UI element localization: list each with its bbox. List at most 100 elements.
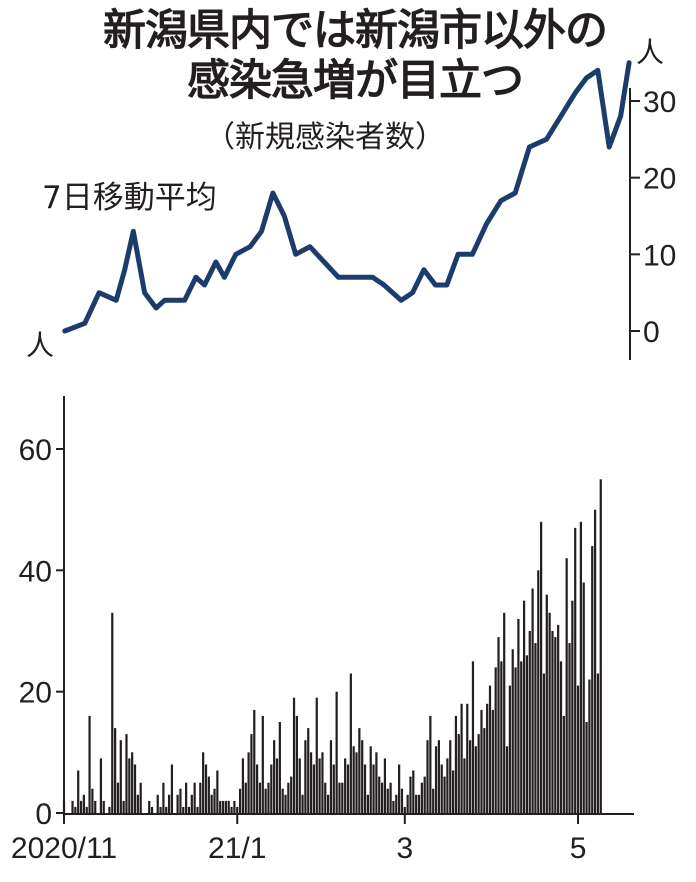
daily-bar [275, 758, 279, 813]
daily-bar [576, 685, 580, 813]
daily-bar [579, 521, 582, 813]
daily-bar [278, 722, 281, 813]
daily-bar [292, 697, 296, 813]
daily-bar [74, 806, 77, 813]
daily-bar [71, 800, 74, 813]
daily-bar [167, 794, 171, 813]
daily-bar [250, 734, 253, 813]
daily-bar [409, 776, 412, 813]
daily-bar [119, 740, 122, 813]
top-y-tick-label: 30 [643, 86, 676, 119]
daily-bar [426, 740, 429, 813]
top-y-tick-label: 10 [643, 239, 676, 272]
daily-bar [224, 800, 227, 813]
daily-bar [102, 800, 105, 813]
daily-bar [321, 752, 324, 813]
daily-bar [412, 770, 415, 813]
daily-bar [338, 782, 341, 813]
daily-bar [241, 758, 245, 813]
daily-bar [480, 709, 483, 813]
daily-bar [406, 794, 409, 813]
daily-bar [94, 800, 97, 813]
daily-bar [554, 637, 557, 813]
daily-bar [491, 709, 494, 813]
daily-bar [505, 746, 509, 813]
daily-bar [565, 558, 568, 813]
daily-bar [179, 788, 182, 813]
daily-bar [230, 806, 233, 813]
daily-bar [236, 806, 239, 813]
daily-bar [82, 794, 85, 813]
daily-bar [483, 728, 486, 813]
daily-bar [88, 715, 91, 813]
daily-bar [434, 746, 438, 813]
daily-bar [469, 740, 472, 813]
daily-bar [139, 782, 142, 813]
daily-bar [207, 776, 210, 813]
daily-bar [545, 594, 548, 813]
daily-bar [474, 746, 477, 813]
daily-bar [355, 752, 358, 813]
daily-bar [150, 806, 154, 813]
daily-bar [398, 764, 401, 813]
daily-bar [599, 479, 602, 813]
daily-bar [432, 788, 435, 813]
daily-bar [596, 673, 600, 813]
daily-bar [108, 806, 111, 813]
daily-bar [395, 794, 398, 813]
daily-bar [238, 788, 242, 813]
daily-bar [463, 758, 466, 813]
daily-bar [534, 643, 537, 813]
daily-bar [287, 782, 290, 813]
daily-bar [298, 758, 301, 813]
daily-bar [216, 770, 219, 813]
daily-bar [256, 764, 259, 813]
daily-bar [270, 764, 273, 813]
daily-bar [460, 703, 463, 813]
daily-bar [380, 782, 384, 813]
daily-bar [420, 782, 423, 813]
daily-bar [457, 734, 460, 813]
daily-bar [304, 740, 307, 813]
bottom-x-tick-label: 21/1 [208, 832, 266, 865]
daily-bar [593, 509, 597, 813]
daily-bar [415, 794, 418, 813]
daily-bar [378, 776, 381, 813]
daily-bar [372, 764, 375, 813]
moving-average-label: 7日移動平均 [42, 180, 217, 216]
daily-bar [494, 667, 497, 813]
daily-bar [477, 734, 480, 813]
daily-bar [327, 794, 330, 813]
daily-bar [344, 758, 347, 813]
daily-bar [466, 703, 469, 813]
daily-bar [548, 612, 551, 813]
daily-bar [486, 703, 489, 813]
daily-bar [128, 758, 131, 813]
daily-bar [79, 800, 83, 813]
daily-bar [375, 752, 378, 813]
daily-bar [443, 776, 446, 813]
daily-bar [111, 612, 114, 813]
daily-bar [85, 806, 88, 813]
daily-bar [176, 794, 179, 813]
daily-bar [531, 588, 534, 813]
daily-bar [318, 758, 321, 813]
daily-bar [301, 794, 304, 813]
daily-bar [361, 740, 364, 813]
daily-bar [329, 740, 333, 813]
daily-bar [497, 637, 500, 813]
daily-bar [559, 661, 563, 813]
daily-bar [148, 800, 151, 813]
daily-bar [423, 776, 426, 813]
top-chart-unit-right: 人 [636, 37, 664, 68]
daily-bar [170, 764, 174, 813]
daily-bar [77, 770, 80, 813]
daily-bar [571, 600, 574, 813]
bottom-chart-axes: 0 20 40 60 2020/11 21/1 3 5 [11, 396, 634, 865]
daily-bar [204, 764, 208, 813]
bottom-x-tick-label: 5 [570, 832, 587, 865]
daily-bar [591, 546, 594, 813]
daily-bar [273, 740, 276, 813]
daily-bar [511, 649, 514, 813]
top-chart-y-axis: 0 10 20 30 [629, 86, 676, 360]
